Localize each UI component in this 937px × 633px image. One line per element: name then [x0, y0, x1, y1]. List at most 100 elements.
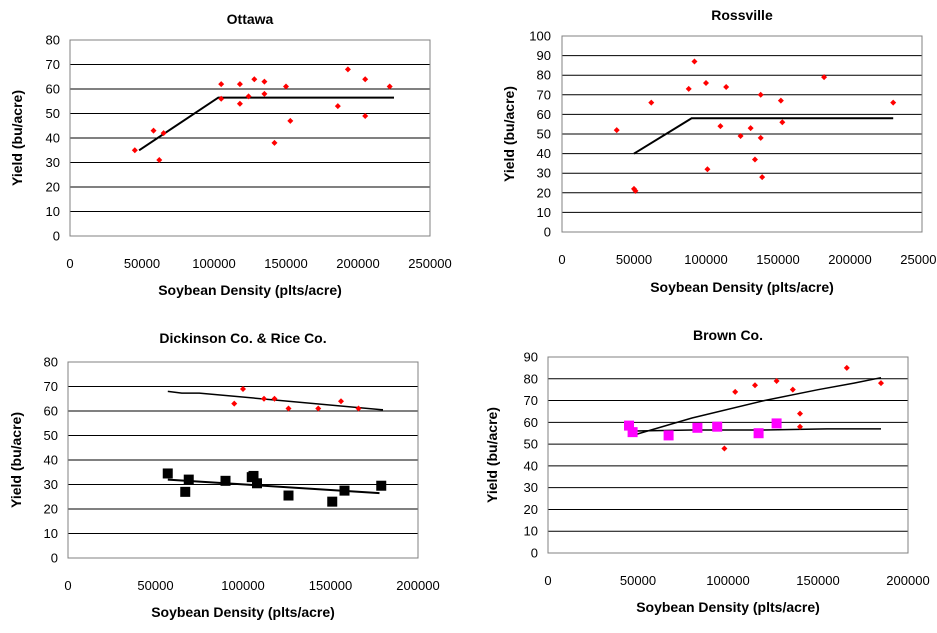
chart-2-ytick-label: 80 [537, 68, 551, 83]
chart-4-series-1-point [878, 380, 884, 387]
chart-2-series-1-point [613, 127, 620, 134]
chart-3-series-2-point [162, 468, 173, 479]
chart-1-xtick-label: 250000 [408, 256, 451, 271]
chart-3-plot-frame [67, 361, 419, 559]
chart-2-ytick-label: 40 [537, 146, 551, 161]
chart-4-series-1-point [797, 410, 803, 417]
chart-3-ytick-label: 10 [44, 526, 58, 541]
chart-1-series-1-point [131, 147, 138, 154]
chart-1-series-1-point [156, 157, 163, 164]
chart-2-series-1-point [751, 156, 758, 163]
chart-3-ytick-label: 0 [51, 551, 58, 566]
chart-2-series-1-point [648, 99, 655, 106]
chart-2-series-1-point [777, 97, 784, 104]
chart-3-ytick-label: 40 [44, 453, 58, 468]
chart-3-series-1-point [355, 405, 362, 412]
chart-2-series-1-point [821, 74, 828, 81]
chart-2-ytick-label: 100 [529, 29, 551, 44]
chart-4-series-2-point [692, 422, 703, 433]
chart-4-ytick-label: 60 [524, 415, 538, 430]
chart-4-ytick-label: 10 [524, 524, 538, 539]
chart-3-series-2-point [283, 490, 294, 501]
chart-2-title: Rossville [711, 7, 773, 23]
chart-4-ytick-label: 70 [524, 393, 538, 408]
chart-3-xtick-label: 200000 [396, 578, 439, 593]
chart-1-title: Ottawa [227, 11, 274, 27]
chart-2-series-1-point [757, 134, 764, 141]
chart-3-series-2-point [376, 480, 387, 491]
chart-1-series-1-point [344, 66, 351, 73]
chart-3-series-2-point [327, 496, 338, 507]
chart-3-series-1-point [285, 405, 292, 412]
chart-1-series-1-point [236, 100, 243, 107]
chart-2-xtick-label: 0 [558, 252, 565, 267]
chart-1-xtick-label: 150000 [264, 256, 307, 271]
chart-4-series-2-point [627, 427, 638, 438]
chart-2-series-1-point [632, 187, 639, 194]
chart-2-series-1-point [723, 83, 730, 90]
chart-1-xtick-label: 50000 [124, 256, 160, 271]
chart-3-ytick-label: 60 [44, 404, 58, 419]
chart-1-series-1-point [245, 93, 252, 100]
chart-2-series-1-point [759, 174, 766, 181]
chart-1-y-axis-label: Yield (bu/acre) [9, 90, 25, 186]
chart-4-fit-line-1 [632, 376, 882, 437]
chart-3-ytick-label: 80 [44, 355, 58, 370]
chart-1-ytick-label: 40 [46, 131, 60, 146]
chart-3-series-2-point [183, 474, 194, 485]
chart-4-xtick-label: 50000 [620, 573, 656, 588]
chart-3-fit-line-1 [167, 390, 384, 411]
chart-3-series-2-point [248, 470, 259, 481]
chart-4-series-1-point [843, 364, 850, 371]
chart-1-ytick-label: 0 [53, 229, 60, 244]
chart-3-xtick-label: 150000 [309, 578, 352, 593]
chart-1-plot-frame [69, 39, 431, 237]
chart-1-series-1-point [261, 90, 268, 97]
chart-4-xtick-label: 150000 [796, 573, 839, 588]
chart-3-series-2-point [252, 478, 262, 489]
chart-4-ytick-label: 50 [524, 437, 538, 452]
chart-4-series-2-point [663, 430, 674, 441]
chart-4-plot-frame [547, 356, 909, 554]
chart-2-ytick-label: 90 [537, 48, 551, 63]
chart-3-y-axis-label: Yield (bu/acre) [8, 412, 24, 508]
chart-4-y-axis-label: Yield (bu/acre) [484, 407, 500, 503]
chart-2-xtick-label: 200000 [828, 252, 871, 267]
chart-3-title: Dickinson Co. & Rice Co. [159, 330, 326, 346]
chart-3-series-1-point [315, 405, 322, 412]
chart-1-ytick-label: 80 [46, 33, 60, 48]
chart-3-ytick-label: 30 [44, 477, 58, 492]
chart-2-y-axis-label: Yield (bu/acre) [501, 86, 517, 182]
chart-3-ytick-label: 70 [44, 379, 58, 394]
chart-1-ytick-label: 10 [46, 204, 60, 219]
chart-3-series-2-point [180, 486, 191, 497]
chart-1-series-1-point [287, 117, 294, 124]
chart-4-ytick-label: 90 [524, 350, 538, 365]
chart-3-series-2-point [339, 485, 350, 496]
chart-1-x-axis-label: Soybean Density (plts/acre) [158, 282, 342, 298]
chart-2-plot-frame [561, 35, 923, 233]
chart-4-series-2-point [624, 420, 634, 431]
chart-2-series-1-point [703, 80, 709, 87]
chart-1-series-1-point [362, 112, 369, 119]
chart-1-series-1-point [362, 76, 369, 83]
chart-2-series-1-point [704, 166, 711, 173]
chart-1-ytick-label: 60 [46, 82, 60, 97]
chart-4-series-1-point [752, 382, 758, 389]
chart-4-title: Brown Co. [693, 327, 763, 343]
chart-1-series-1-point [283, 83, 289, 90]
chart-4-ytick-label: 40 [524, 458, 538, 473]
chart-3-series-1-point [271, 395, 278, 402]
chart-1-series-1-point [218, 81, 225, 88]
chart-4-fit-line-2 [632, 428, 881, 432]
chart-1-ytick-label: 70 [46, 57, 60, 72]
chart-3-series-1-point [231, 400, 238, 407]
chart-2-series-1-point [747, 125, 754, 132]
chart-2-series-1-point [691, 58, 698, 65]
chart-4-series-2-point [771, 418, 782, 429]
chart-3-x-axis-label: Soybean Density (plts/acre) [151, 604, 335, 620]
chart-2-series-1-point [717, 123, 724, 130]
chart-3-ytick-label: 50 [44, 428, 58, 443]
chart-2-ytick-label: 0 [544, 225, 551, 240]
